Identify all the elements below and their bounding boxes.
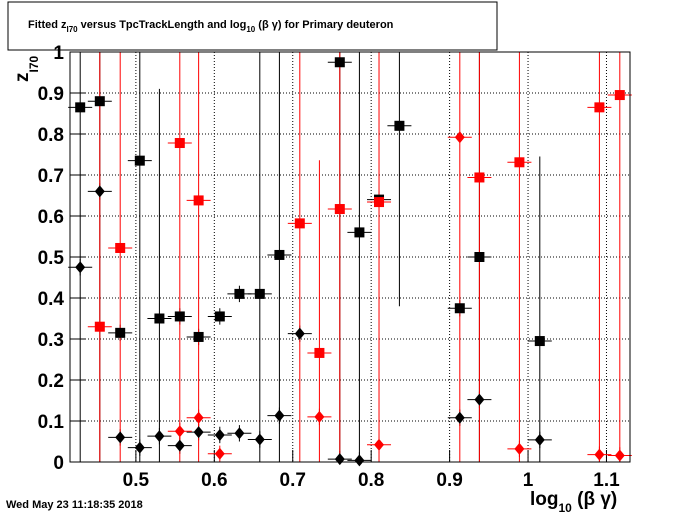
x-tick-label: 0.5 — [123, 470, 150, 491]
y-tick-label: 0.9 — [38, 84, 64, 105]
title-part: versus TpcTrackLength and log — [78, 19, 247, 31]
title-sub: I70 — [67, 25, 79, 34]
x-tick-label: 1 — [523, 470, 534, 491]
point — [534, 433, 545, 446]
point — [614, 449, 625, 462]
point — [294, 327, 305, 340]
point — [474, 252, 485, 262]
x-tick-label: 0.8 — [358, 470, 384, 491]
point — [115, 327, 126, 338]
point — [154, 430, 165, 443]
point — [214, 447, 225, 460]
point — [514, 442, 525, 455]
y-tick-label: 0.8 — [38, 125, 64, 146]
point — [174, 311, 185, 322]
x-axis-label: log10 (β γ) — [530, 489, 617, 514]
y-tick-label: 1 — [53, 43, 64, 64]
point — [274, 249, 285, 260]
point — [254, 288, 265, 299]
point — [374, 438, 385, 451]
y-axis-label: zI70 — [12, 55, 41, 82]
point — [115, 242, 126, 253]
point — [134, 155, 145, 166]
y-tick-label: 0.4 — [38, 289, 65, 310]
point — [154, 313, 165, 324]
x-tick-label: 0.9 — [436, 470, 462, 491]
point — [394, 120, 405, 131]
label-sub: I70 — [27, 55, 41, 72]
point — [75, 261, 86, 274]
x-tick-label: 0.6 — [201, 470, 227, 491]
y-tick-label: 0 — [53, 453, 64, 474]
point — [454, 303, 465, 314]
point — [193, 331, 204, 342]
point — [614, 90, 625, 101]
point — [193, 426, 204, 439]
point — [354, 227, 365, 238]
label-sub: 10 — [559, 501, 573, 514]
point — [75, 102, 86, 113]
point — [134, 441, 145, 454]
title-part: (β γ) for Primary deuteron — [255, 19, 393, 31]
point — [174, 425, 185, 438]
point — [174, 439, 185, 452]
point — [594, 448, 605, 461]
chart-title: Fitted zI70 versus TpcTrackLength and lo… — [28, 19, 394, 34]
point — [454, 411, 465, 424]
title-box — [7, 1, 498, 51]
title-part: Fitted z — [28, 19, 67, 31]
y-tick-label: 0.7 — [38, 166, 64, 187]
plot-border — [69, 51, 631, 463]
y-tick-label: 0.6 — [38, 207, 64, 228]
point — [94, 96, 105, 107]
point — [193, 195, 204, 206]
label-part: z — [12, 73, 33, 83]
x-tick-label: 1.1 — [593, 470, 620, 491]
y-tick-label: 0.3 — [38, 330, 64, 351]
point — [534, 336, 545, 347]
point — [594, 102, 605, 113]
point — [94, 321, 105, 332]
label-part: (β γ) — [572, 489, 617, 510]
y-tick-label: 0.1 — [38, 412, 65, 433]
point — [314, 410, 325, 423]
timestamp: Wed May 23 11:18:35 2018 — [6, 499, 143, 511]
point — [214, 311, 225, 322]
x-tick-label: 0.7 — [280, 470, 306, 491]
point — [294, 218, 305, 229]
title-sub: 10 — [246, 25, 255, 34]
point — [274, 409, 285, 422]
y-tick-label: 0.5 — [38, 248, 65, 269]
point — [374, 197, 385, 208]
point — [334, 204, 345, 215]
point — [474, 393, 485, 406]
point — [254, 433, 265, 446]
point — [234, 427, 245, 440]
y-tick-label: 0.2 — [38, 371, 64, 392]
point — [314, 347, 325, 358]
point — [354, 454, 365, 467]
plot-area: 0.5 0.6 0.7 0.8 0.9 1 1.1 0 0.1 0.2 0.3 0.4 0.5 0.6 0.… — [38, 43, 632, 491]
point — [514, 157, 525, 168]
label-part: log — [530, 489, 559, 510]
point — [334, 57, 345, 68]
point — [174, 138, 185, 149]
point — [94, 185, 105, 198]
point — [234, 288, 245, 299]
point — [193, 411, 204, 424]
point — [214, 428, 225, 441]
point — [474, 172, 485, 183]
point — [454, 131, 465, 144]
point — [115, 431, 126, 444]
